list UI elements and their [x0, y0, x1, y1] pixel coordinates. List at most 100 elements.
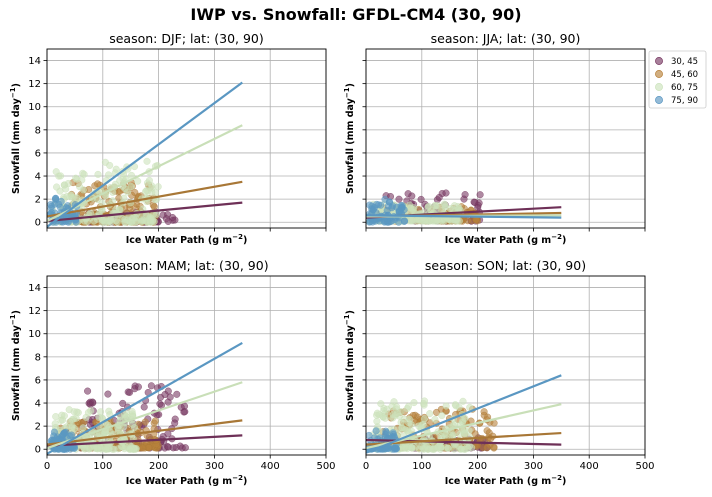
scatter-point: [84, 387, 92, 395]
panels-group: 0 2 4 6 8 10 12 14 season: DJF; lat: (30, 90) Ice…: [9, 31, 655, 487]
scatter-point: [79, 186, 87, 194]
fit-line-30-45: [47, 434, 243, 447]
axes-frame: [46, 275, 327, 456]
scatter-point: [461, 191, 469, 199]
scatter-point: [395, 208, 404, 216]
fit-line-45-60: [47, 419, 243, 446]
legend-entry-label: 30, 45: [671, 57, 698, 67]
panel-3: 0 100 200 300 400 500 0 2 4 6 8 10 12 14 season: MAM; …: [9, 258, 336, 487]
x-tick-label: 300: [524, 461, 543, 472]
scatter-point: [403, 426, 411, 435]
panel-title: season: MAM; lat: (30, 90): [104, 258, 268, 273]
scatter-point: [151, 189, 159, 197]
x-tick-label: 400: [580, 461, 599, 472]
scatter-points: [366, 189, 484, 226]
fit-line-75-90: [366, 374, 562, 454]
y-tick-label: 2: [35, 195, 41, 206]
y-tick-label: 12: [28, 79, 41, 90]
x-tick-label: 400: [261, 461, 280, 472]
scatter-point: [432, 408, 441, 416]
scatter-point: [171, 419, 179, 427]
scatter-point: [438, 411, 446, 420]
scatter-point: [420, 415, 428, 423]
panel-1: 0 2 4 6 8 10 12 14 season: DJF; lat: (30, 90) Ice…: [9, 31, 327, 246]
y-tick-label: 8: [35, 125, 41, 136]
scatter-point: [94, 170, 102, 178]
scatter-point: [490, 444, 498, 452]
scatter-point: [104, 390, 112, 398]
scatter-point: [132, 218, 140, 226]
figure-suptitle: IWP vs. Snowfall: GFDL-CM4 (30, 90): [190, 5, 521, 24]
scatter-point: [368, 202, 376, 210]
scatter-point: [131, 385, 139, 393]
scatter-point: [109, 214, 117, 223]
scatter-point: [53, 183, 61, 191]
scatter-point: [392, 444, 400, 452]
scatter-point: [428, 445, 436, 453]
scatter-point: [126, 445, 134, 453]
x-axis-label: Ice Water Path (g m−2): [126, 474, 248, 487]
scatter-point: [452, 402, 460, 410]
scatter-point: [177, 403, 185, 411]
y-tick-label: 8: [35, 352, 41, 363]
legend-entry-label: 75, 90: [671, 96, 698, 106]
scatter-point: [480, 408, 488, 416]
scatter-point: [410, 399, 418, 407]
scatter-point: [143, 157, 151, 165]
scatter-point: [110, 445, 118, 453]
axes-frame: [46, 48, 327, 229]
scatter-point: [408, 192, 416, 200]
scatter-point: [377, 400, 385, 408]
scatter-point: [476, 191, 484, 199]
scatter-point: [457, 445, 465, 453]
scatter-point: [127, 182, 135, 191]
scatter-point: [122, 412, 130, 421]
scatter-point: [395, 195, 403, 203]
scatter-point: [166, 393, 174, 401]
panel-title: season: JJA; lat: (30, 90): [431, 31, 581, 46]
scatter-point: [442, 444, 450, 452]
scatter-point: [134, 177, 142, 185]
scatter-point: [119, 399, 127, 407]
y-tick-label: 4: [35, 399, 41, 410]
fit-line-30-45: [47, 201, 243, 223]
scatter-point: [420, 400, 428, 408]
y-tick-label: 14: [28, 56, 41, 67]
scatter-point: [391, 411, 400, 419]
scatter-point: [141, 418, 149, 426]
scatter-point: [417, 195, 425, 203]
fit-line-60-75: [47, 381, 243, 450]
y-tick-label: 12: [28, 306, 41, 317]
scatter-point: [176, 442, 184, 450]
y-tick-label: 0: [35, 218, 41, 229]
x-tick-label: 500: [635, 461, 654, 472]
fit-line-45-60: [366, 431, 562, 446]
scatter-point: [432, 202, 440, 210]
y-tick-label: 4: [35, 172, 41, 183]
x-tick-label: 300: [205, 461, 224, 472]
y-tick-label: 0: [35, 445, 41, 456]
scatter-point: [126, 388, 134, 396]
y-tick-label: 10: [28, 102, 41, 113]
scatter-point: [400, 217, 408, 225]
scatter-point: [426, 410, 434, 418]
legend-entry-label: 60, 75: [671, 83, 698, 93]
scatter-point: [405, 415, 413, 423]
scatter-point: [483, 444, 491, 452]
scatter-point: [410, 204, 418, 212]
legend-marker: [655, 83, 663, 91]
scatter-point: [148, 182, 156, 190]
scatter-point: [59, 416, 67, 424]
scatter-point: [442, 189, 450, 197]
scatter-point: [381, 414, 389, 422]
y-axis-label: Snowfall (mm day−1): [9, 83, 22, 194]
scatter-point: [97, 408, 105, 416]
scatter-point: [433, 216, 441, 225]
scatter-point: [464, 217, 472, 225]
scatter-point: [70, 415, 78, 423]
scatter-point: [51, 200, 59, 208]
scatter-point: [70, 408, 78, 416]
x-tick-label: 500: [316, 461, 335, 472]
fit-line-75-90: [47, 81, 243, 228]
panel-title: season: DJF; lat: (30, 90): [109, 31, 264, 46]
